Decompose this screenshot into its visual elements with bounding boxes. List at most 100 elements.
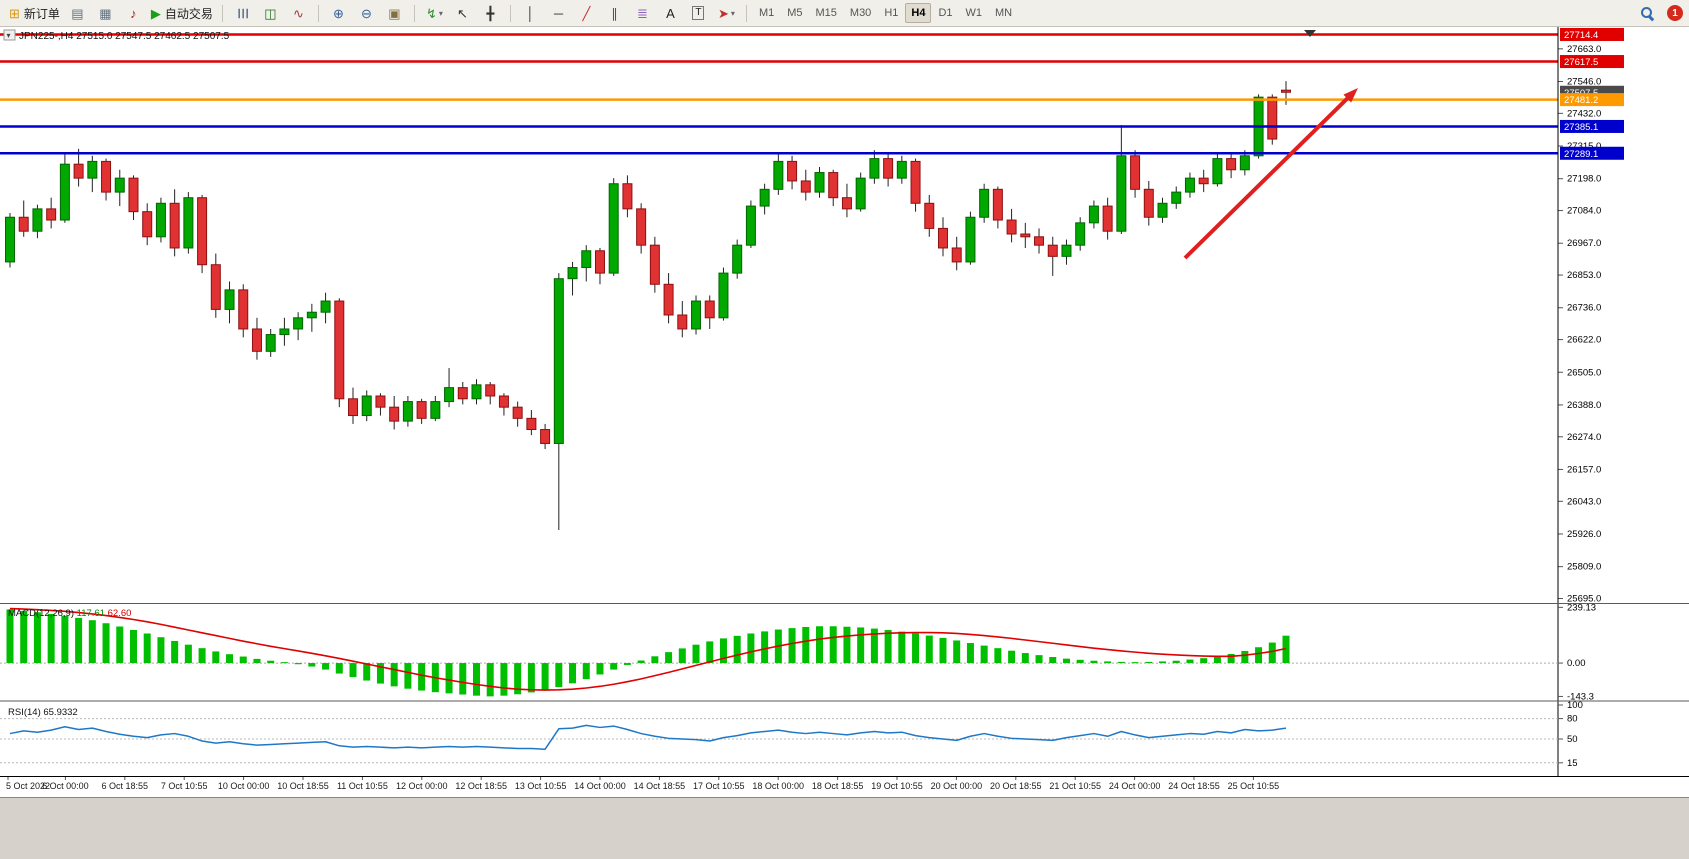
search-button[interactable] [1633, 3, 1660, 24]
candle-body [1143, 188, 1154, 218]
print-button[interactable]: ▤ [64, 3, 91, 24]
macd-histogram-bar [404, 663, 412, 689]
macd-histogram-bar [966, 643, 974, 664]
trend-arrow[interactable] [1183, 92, 1354, 260]
timeframe-m30[interactable]: M30 [849, 7, 872, 19]
autotrading-button[interactable]: ▶ 自动交易 [148, 3, 216, 24]
notification-badge[interactable]: 1 [1667, 5, 1683, 21]
macd-histogram-bar [198, 648, 206, 664]
cursor-button[interactable]: ↖ [449, 3, 476, 24]
price-tick-label: 26388.0 [1567, 400, 1601, 411]
time-axis-label: 10 Oct 00:00 [218, 781, 270, 791]
macd-histogram-bar [816, 626, 824, 664]
cursor-icon: ↖ [456, 5, 468, 21]
text-button[interactable]: A [657, 3, 684, 24]
line-chart-button[interactable]: ∿ [285, 3, 312, 24]
price-tick-label: 27198.0 [1567, 174, 1601, 185]
candle-body [155, 202, 166, 238]
timeframe-m5[interactable]: M5 [787, 7, 803, 19]
data-window-button[interactable]: ▦ [92, 3, 119, 24]
text-label-button[interactable]: T [685, 3, 712, 24]
candle-body [512, 406, 523, 419]
macd-histogram-bar [569, 663, 577, 684]
channel-icon: ∥ [611, 5, 618, 21]
indicators-button[interactable]: ↯ ▾ [421, 3, 448, 24]
timeframe-h1[interactable]: H1 [884, 7, 899, 19]
macd-histogram-bar [75, 617, 83, 664]
macd-histogram-bar [1021, 653, 1029, 664]
macd-histogram-bar [939, 637, 947, 664]
vertical-line-button[interactable]: │ [517, 3, 544, 24]
timeframe-m1[interactable]: M1 [758, 7, 775, 19]
search-icon [1639, 5, 1655, 21]
crosshair-button[interactable]: ╋ [477, 3, 504, 24]
new-order-button[interactable]: ⊞ 新订单 [6, 3, 63, 24]
macd-histogram-bar [651, 656, 659, 664]
candle-body [5, 216, 15, 263]
candle-body [732, 244, 743, 274]
candle-body [210, 264, 221, 310]
zoom-out-button[interactable]: ⊖ [353, 3, 380, 24]
candle-body [87, 160, 98, 179]
candle-body [1088, 205, 1099, 224]
timeframe-mn[interactable]: MN [995, 7, 1013, 19]
time-axis-label: 11 Oct 10:55 [337, 781, 388, 791]
macd-histogram-bar [1186, 659, 1194, 664]
fibonacci-button[interactable]: ≣ [629, 3, 656, 24]
candle-body [471, 384, 482, 400]
macd-histogram-bar [376, 663, 384, 684]
candle-body [251, 328, 262, 352]
timeframe-d1[interactable]: D1 [938, 7, 953, 19]
time-axis-label: 6 Oct 18:55 [102, 781, 149, 791]
chart-svg[interactable]: 27663.0 27546.0 27432.0 27315.0 27198.0 27084… [0, 27, 1689, 797]
macd-histogram-bar [1200, 658, 1208, 664]
symbol-info: JPN225-,H4 27515.0 27547.5 27462.5 27507… [19, 31, 230, 42]
timeframe-w1[interactable]: W1 [965, 7, 983, 19]
new-order-icon: ⊞ [9, 5, 20, 21]
sound-button[interactable]: ♪ [120, 3, 147, 24]
timeframe-m15[interactable]: M15 [815, 7, 837, 19]
macd-histogram-bar [1117, 661, 1125, 664]
text-label-icon: T [692, 6, 705, 20]
chart-area[interactable]: 27663.0 27546.0 27432.0 27315.0 27198.0 27084… [0, 27, 1689, 797]
price-tick-label: 27432.0 [1567, 108, 1601, 119]
channel-button[interactable]: ∥ [601, 3, 628, 24]
macd-histogram-bar [1213, 656, 1221, 664]
candlestick-button[interactable]: ◫ [257, 3, 284, 24]
candle-body [18, 216, 29, 232]
macd-histogram-bar [363, 663, 371, 681]
macd-histogram-bar [1159, 661, 1167, 664]
price-tick-label: 25695.0 [1567, 593, 1601, 604]
tile-windows-button[interactable]: ▣ [381, 3, 408, 24]
macd-histogram-bar [994, 648, 1002, 664]
candle-body [183, 197, 194, 249]
one-click-trading-toggle[interactable]: ▾ [3, 29, 16, 41]
candle-body [416, 401, 427, 419]
toolbar-separator [413, 4, 415, 22]
zoom-in-button[interactable]: ⊕ [325, 3, 352, 24]
price-tick-label: 26505.0 [1567, 367, 1601, 378]
candle-body [883, 158, 894, 179]
macd-histogram-bar [884, 629, 892, 664]
timeframe-h4[interactable]: H4 [905, 3, 932, 23]
candle-body [1184, 177, 1195, 193]
bar-chart-icon: ☰ [234, 7, 250, 19]
macd-histogram-bar [678, 648, 686, 664]
arrows-button[interactable]: ➤ ▾ [713, 3, 740, 24]
price-badge-27714.4: 27714.4 [1560, 27, 1624, 41]
horizontal-line-button[interactable]: ─ [545, 3, 572, 24]
rsi-axis-label: 80 [1567, 714, 1578, 725]
macd-histogram-bar [706, 641, 714, 664]
trendline-button[interactable]: ╱ [573, 3, 600, 24]
chevron-down-icon: ▾ [730, 8, 735, 18]
rsi-panel: RSI(14) 65.9332 100 80 50 15 [0, 700, 1583, 769]
macd-histogram-bar [747, 633, 755, 664]
bar-chart-button[interactable]: ☰ [229, 3, 256, 24]
macd-histogram-bar [322, 663, 330, 670]
sound-icon: ♪ [130, 5, 137, 21]
time-axis-label: 12 Oct 18:55 [455, 781, 507, 791]
candle-body [1226, 158, 1237, 171]
chart-shift-marker[interactable] [1304, 30, 1316, 37]
time-axis-label: 14 Oct 18:55 [634, 781, 686, 791]
